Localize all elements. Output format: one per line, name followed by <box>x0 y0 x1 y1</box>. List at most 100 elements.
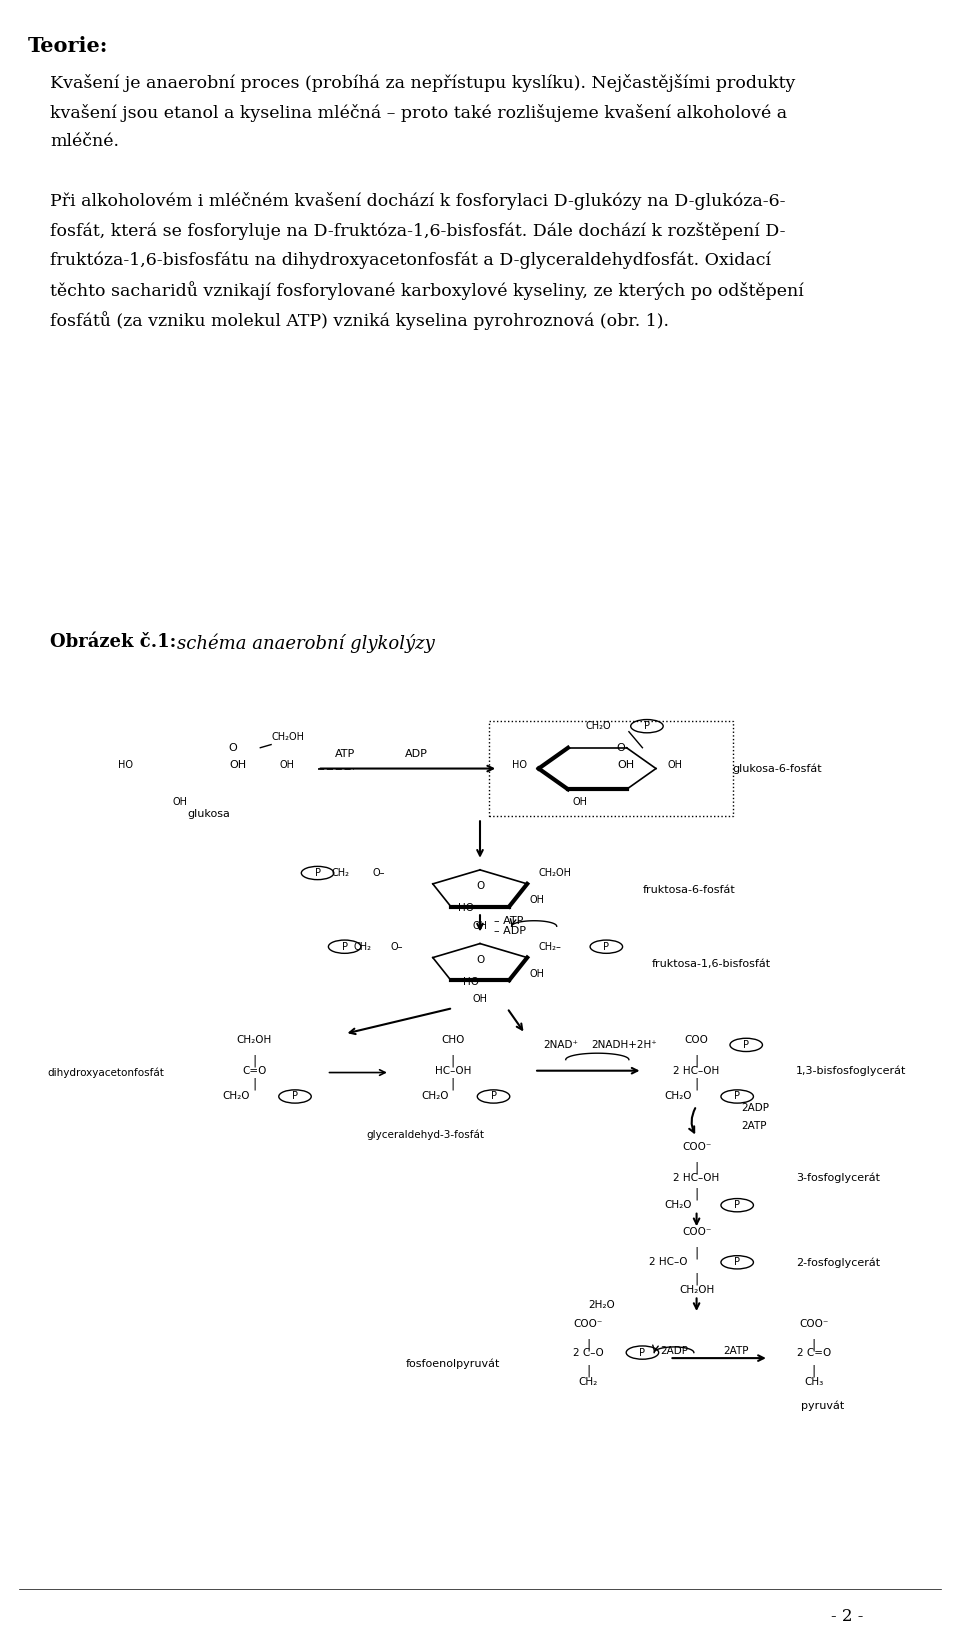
Text: 2ATP: 2ATP <box>742 1120 767 1132</box>
Text: O–: O– <box>391 941 403 952</box>
Text: OH: OH <box>173 798 187 808</box>
Text: CH₂O: CH₂O <box>420 1092 448 1102</box>
Text: CH₂OH: CH₂OH <box>539 869 571 878</box>
Text: |: | <box>252 1054 256 1068</box>
Text: CH₂OH: CH₂OH <box>679 1285 714 1295</box>
Text: OH: OH <box>618 760 635 770</box>
Text: 3-fosfoglycerát: 3-fosfoglycerát <box>796 1173 879 1183</box>
Text: |: | <box>694 1077 699 1091</box>
Text: O–: O– <box>372 869 385 878</box>
Text: P: P <box>639 1347 645 1357</box>
Text: P: P <box>734 1201 740 1211</box>
Text: |: | <box>694 1247 699 1260</box>
Text: OH: OH <box>668 760 683 770</box>
Text: fruktosa-6-fosfát: fruktosa-6-fosfát <box>642 885 735 895</box>
Text: glukosa: glukosa <box>188 809 230 819</box>
Text: 2 C–O: 2 C–O <box>573 1347 604 1357</box>
Text: fosfátů (za vzniku molekul ATP) vzniká kyselina pyrohroznová (obr. 1).: fosfátů (za vzniku molekul ATP) vzniká k… <box>50 311 669 329</box>
Text: |: | <box>252 1077 256 1091</box>
Text: dihydroxyacetonfosfát: dihydroxyacetonfosfát <box>47 1068 164 1077</box>
Text: kvašení jsou etanol a kyselina mléčná – proto také rozlišujeme kvašení alkoholov: kvašení jsou etanol a kyselina mléčná – … <box>50 104 787 122</box>
Text: P: P <box>315 869 321 878</box>
Text: ADP: ADP <box>405 750 428 760</box>
Text: Kvašení je anaerobní proces (probíhá za nepřístupu kyslíku). Nejčastějšími produ: Kvašení je anaerobní proces (probíhá za … <box>50 74 796 92</box>
Text: |: | <box>694 1054 699 1068</box>
Text: Teorie:: Teorie: <box>27 36 108 56</box>
Text: glyceraldehyd-3-fosfát: glyceraldehyd-3-fosfát <box>367 1130 485 1140</box>
Text: pyruvát: pyruvát <box>802 1402 845 1411</box>
Text: P: P <box>743 1040 749 1050</box>
Text: CH₂O: CH₂O <box>664 1201 692 1211</box>
Text: COO⁻: COO⁻ <box>800 1319 828 1329</box>
Text: HC–OH: HC–OH <box>435 1066 471 1076</box>
Text: P: P <box>491 1092 496 1102</box>
Text: 2 HC–OH: 2 HC–OH <box>674 1066 720 1076</box>
Text: |: | <box>812 1364 816 1377</box>
Text: 2ADP: 2ADP <box>660 1346 688 1355</box>
Text: 2ADP: 2ADP <box>742 1102 770 1112</box>
Text: COO⁻: COO⁻ <box>682 1227 711 1237</box>
Text: |: | <box>587 1364 590 1377</box>
Text: OH: OH <box>530 969 544 979</box>
Text: O: O <box>476 956 484 966</box>
Text: |: | <box>694 1161 699 1175</box>
Text: 2NADH+2H⁺: 2NADH+2H⁺ <box>591 1040 658 1051</box>
Text: – ADP: – ADP <box>493 926 525 936</box>
Text: |: | <box>812 1339 816 1352</box>
Text: O: O <box>228 744 237 753</box>
Text: CH₂O: CH₂O <box>223 1092 250 1102</box>
Text: 2NAD⁺: 2NAD⁺ <box>543 1040 579 1051</box>
Text: schéma anaerobní glykolýzy: schéma anaerobní glykolýzy <box>178 633 435 653</box>
Text: CH₂: CH₂ <box>353 941 372 952</box>
Text: ATP: ATP <box>334 750 355 760</box>
Text: CHO: CHO <box>442 1035 465 1045</box>
Text: |: | <box>694 1272 699 1285</box>
Text: OH: OH <box>279 760 295 770</box>
Text: 2 HC–O: 2 HC–O <box>649 1257 687 1267</box>
Text: COO⁻: COO⁻ <box>574 1319 603 1329</box>
Text: P: P <box>603 941 610 952</box>
Text: CH₂O: CH₂O <box>664 1092 692 1102</box>
Text: |: | <box>694 1188 699 1201</box>
Text: CH₂OH: CH₂OH <box>271 732 304 742</box>
Text: OH: OH <box>572 798 588 808</box>
Text: 2-fosfoglycerát: 2-fosfoglycerát <box>796 1257 880 1268</box>
Text: P: P <box>342 941 348 952</box>
Text: CH₂: CH₂ <box>579 1377 598 1387</box>
Text: P: P <box>644 721 650 730</box>
Text: CH₂O: CH₂O <box>586 721 611 730</box>
Text: C=O: C=O <box>242 1066 267 1076</box>
Text: O: O <box>616 744 625 753</box>
Text: CH₂: CH₂ <box>331 869 349 878</box>
Text: HO: HO <box>118 760 133 770</box>
Text: HO: HO <box>459 903 474 913</box>
Text: O: O <box>476 882 484 892</box>
Text: 2 HC–OH: 2 HC–OH <box>674 1173 720 1183</box>
Text: OH: OH <box>472 921 488 931</box>
Text: mléčné.: mléčné. <box>50 133 119 150</box>
Text: 2H₂O: 2H₂O <box>588 1300 615 1309</box>
Text: glukosa-6-fosfát: glukosa-6-fosfát <box>732 763 823 773</box>
Text: |: | <box>451 1054 455 1068</box>
Text: CH₂OH: CH₂OH <box>237 1035 272 1045</box>
Text: CH₂–: CH₂– <box>539 941 562 952</box>
Text: Obrázek č.1:: Obrázek č.1: <box>50 633 182 651</box>
Text: Při alkoholovém i mléčném kvašení dochází k fosforylaci D-glukózy na D-glukóza-6: Při alkoholovém i mléčném kvašení docház… <box>50 192 785 211</box>
Text: 2ATP: 2ATP <box>724 1346 749 1355</box>
Text: OH: OH <box>229 760 247 770</box>
Text: P: P <box>292 1092 298 1102</box>
Text: HO: HO <box>463 977 479 987</box>
Text: 1,3-bisfosfoglycerát: 1,3-bisfosfoglycerát <box>796 1066 906 1076</box>
Text: |: | <box>451 1077 455 1091</box>
Text: - 2 -: - 2 - <box>831 1609 864 1625</box>
Text: P: P <box>734 1092 740 1102</box>
Text: HO: HO <box>512 760 527 770</box>
Text: P: P <box>734 1257 740 1267</box>
Text: OH: OH <box>530 895 544 905</box>
Text: fosfát, která se fosforyluje na D-fruktóza-1,6-bisfosfát. Dále dochází k rozštěp: fosfát, která se fosforyluje na D-fruktó… <box>50 222 785 240</box>
Text: fruktóza-1,6-bisfosfátu na dihydroxyacetonfosfát a D-glyceraldehydfosfát. Oxidac: fruktóza-1,6-bisfosfátu na dihydroxyacet… <box>50 252 771 270</box>
Text: CH₃: CH₃ <box>804 1377 824 1387</box>
Text: – ATP: – ATP <box>493 916 523 926</box>
Text: COO: COO <box>684 1035 708 1045</box>
Text: fruktosa-1,6-bisfosfát: fruktosa-1,6-bisfosfát <box>652 959 771 969</box>
